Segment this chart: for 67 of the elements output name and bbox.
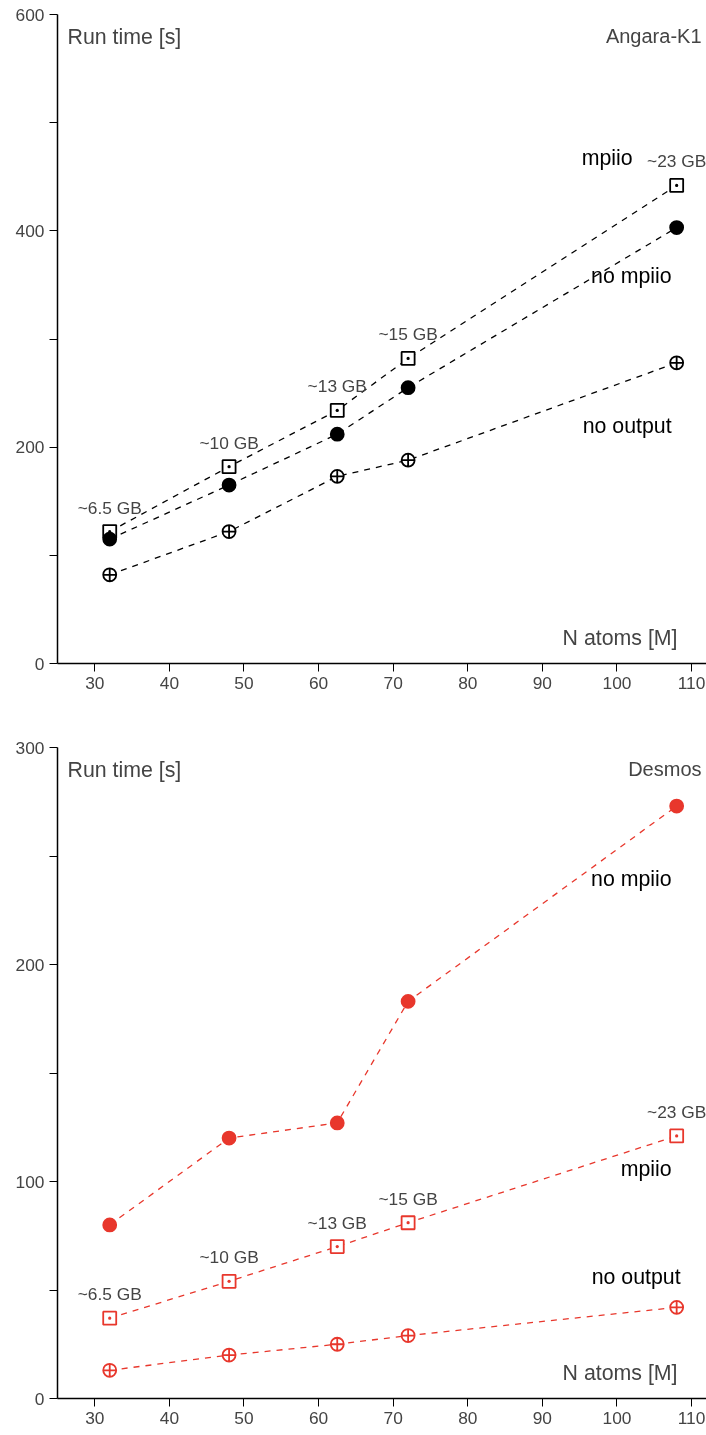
series-label: no output [582,413,672,438]
point [329,1239,345,1254]
annotation: ~15 GB [378,324,438,345]
x-axis-title: N atoms [M] [562,625,678,650]
x-tick-label: 60 [308,1407,329,1428]
x-tick-label: 110 [677,1407,706,1428]
annotation: ~6.5 GB [77,497,142,518]
point [400,1215,416,1231]
point [400,380,416,396]
point [329,1115,345,1131]
annotation: ~13 GB [307,1212,367,1233]
text: Desmos [628,757,702,780]
series-label: no mpiio [591,867,672,892]
point [102,531,118,547]
x-tick-label: 100 [602,1407,632,1428]
point [400,994,416,1009]
point [669,798,685,814]
x-tick-label: 30 [85,672,105,693]
x-tick-label: 40 [159,1407,180,1428]
x-tick-label: 90 [532,672,553,693]
point [221,477,237,493]
y-tick-label: 0 [34,1388,45,1409]
y-tick-label: 100 [15,1171,45,1192]
x-tick-label: 70 [383,1407,403,1428]
x-tick-label: 40 [159,672,180,693]
annotation: ~13 GB [307,376,367,397]
annotation: ~15 GB [378,1188,438,1209]
point [400,351,416,366]
x-tick-label: 90 [532,1407,553,1428]
series-label: mpiio [581,146,633,171]
x-tick-label: 50 [234,1407,254,1428]
x-axis-title: N atoms [M] [562,1360,678,1385]
text: Angara-K1 [605,24,702,47]
x-tick-label: 80 [458,672,478,693]
x-tick-label: 100 [602,672,632,693]
annotation: ~23 GB [647,151,706,172]
point [102,1217,118,1233]
annotation: ~10 GB [199,1247,259,1268]
annotation: ~10 GB [199,432,259,453]
point [669,1128,685,1144]
point [221,459,237,475]
x-tick-label: 60 [308,672,329,693]
x-tick-label: 30 [85,1407,105,1428]
point [102,1310,118,1326]
y-axis-title: Run time [s] [67,24,182,49]
series-label: mpiio [620,1156,672,1181]
x-tick-label: 80 [458,1407,478,1428]
x-tick-label: 50 [234,672,254,693]
series-label: no mpiio [591,263,672,288]
y-tick-label: 600 [15,4,45,25]
point [329,402,345,418]
x-tick-label: 110 [677,672,706,693]
y-axis-title: Run time [s] [67,757,182,782]
series-label: no output [591,1265,681,1290]
y-tick-label: 0 [34,653,45,674]
y-tick-label: 200 [15,954,45,975]
annotation: ~6.5 GB [77,1284,142,1305]
y-tick-label: 200 [15,437,45,458]
point [329,426,345,442]
x-tick-label: 70 [383,672,403,693]
point [669,178,685,193]
point [221,1273,237,1289]
annotation: ~23 GB [647,1101,706,1122]
point [221,1130,237,1146]
y-tick-label: 300 [15,737,45,758]
point [669,220,685,235]
y-tick-label: 400 [15,220,45,241]
